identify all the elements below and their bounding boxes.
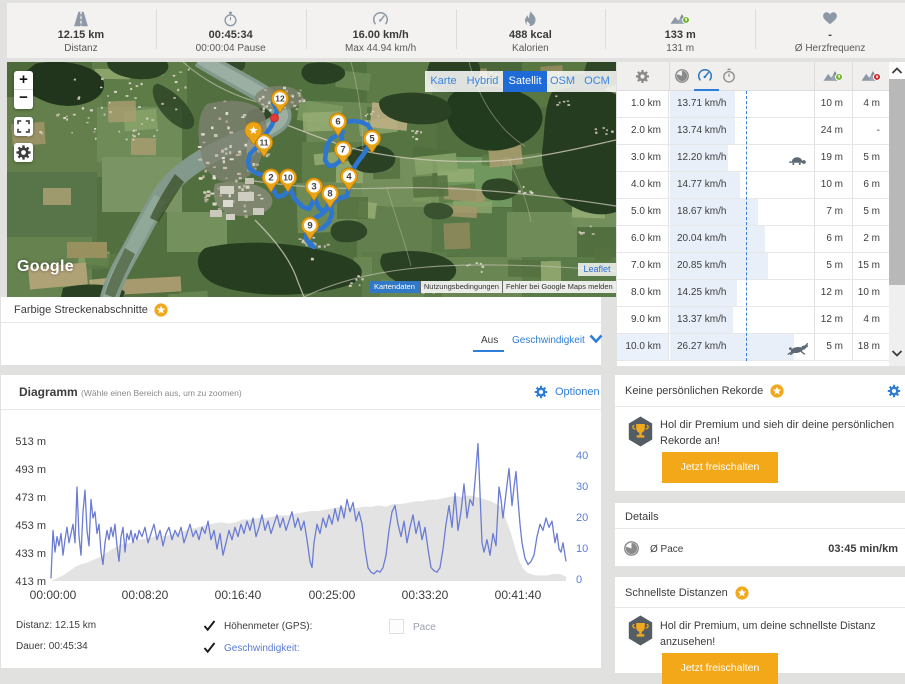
svg-text:10: 10 xyxy=(576,543,588,555)
svg-text:453 m: 453 m xyxy=(15,520,46,532)
svg-text:00:16:40: 00:16:40 xyxy=(215,588,262,602)
svg-text:00:25:00: 00:25:00 xyxy=(309,588,356,602)
svg-text:40: 40 xyxy=(576,450,588,462)
svg-text:8: 8 xyxy=(327,189,332,200)
svg-text:9: 9 xyxy=(307,221,312,232)
svg-text:3: 3 xyxy=(311,182,316,193)
svg-text:433 m: 433 m xyxy=(15,548,46,560)
svg-text:7: 7 xyxy=(340,145,345,156)
svg-text:00:00:00: 00:00:00 xyxy=(30,588,77,602)
svg-text:0: 0 xyxy=(576,574,582,586)
svg-text:10: 10 xyxy=(283,173,293,183)
svg-text:00:33:20: 00:33:20 xyxy=(402,588,449,602)
svg-text:30: 30 xyxy=(576,481,588,493)
svg-text:00:08:20: 00:08:20 xyxy=(122,588,169,602)
svg-text:6: 6 xyxy=(335,117,340,128)
svg-text:11: 11 xyxy=(260,138,269,148)
svg-text:513 m: 513 m xyxy=(15,436,46,448)
svg-text:4: 4 xyxy=(346,172,352,183)
svg-text:20: 20 xyxy=(576,512,588,524)
svg-text:413 m: 413 m xyxy=(15,576,46,588)
svg-text:00:41:40: 00:41:40 xyxy=(495,588,542,602)
svg-text:2: 2 xyxy=(268,173,273,184)
svg-text:5: 5 xyxy=(369,134,375,145)
svg-text:493 m: 493 m xyxy=(15,464,46,476)
svg-text:473 m: 473 m xyxy=(15,492,46,504)
svg-text:12: 12 xyxy=(275,94,285,104)
